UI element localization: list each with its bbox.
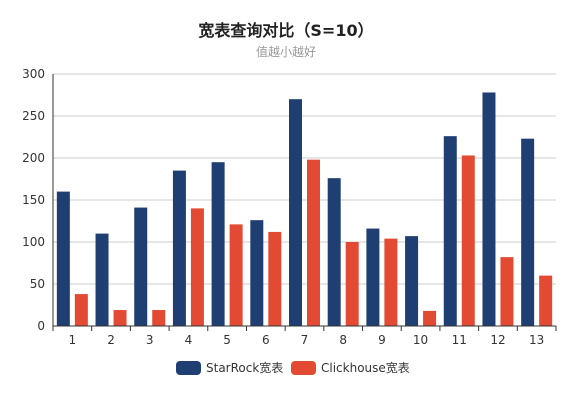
bar-starrock[interactable] — [366, 228, 380, 326]
x-tick-label: 10 — [413, 333, 428, 347]
x-tick-label: 6 — [262, 333, 270, 347]
legend-label: StarRock宽表 — [206, 360, 283, 375]
x-tick-label: 7 — [301, 333, 309, 347]
x-tick-label: 12 — [490, 333, 505, 347]
legend[interactable]: StarRock宽表 Clickhouse宽表 — [176, 360, 410, 375]
bar-clickhouse[interactable] — [268, 231, 282, 326]
x-tick-label: 3 — [146, 333, 154, 347]
bar-starrock[interactable] — [250, 220, 264, 326]
bar-starrock[interactable] — [289, 99, 302, 326]
chart-title: 宽表查询对比（S=10） — [198, 21, 373, 40]
bar-clickhouse[interactable] — [190, 208, 204, 326]
bar-clickhouse[interactable] — [229, 224, 243, 326]
bar-starrock[interactable] — [405, 236, 419, 326]
bar-starrock[interactable] — [134, 207, 148, 326]
bar-starrock[interactable] — [211, 162, 225, 326]
legend-swatch — [176, 361, 201, 375]
bars-group — [56, 92, 553, 326]
x-tick-label: 4 — [185, 333, 193, 347]
x-tick-label: 2 — [107, 333, 115, 347]
legend-swatch — [291, 361, 316, 375]
bar-starrock[interactable] — [56, 191, 70, 326]
y-tick-label: 250 — [22, 109, 45, 123]
bar-clickhouse[interactable] — [345, 242, 359, 326]
bar-clickhouse[interactable] — [539, 275, 553, 326]
x-tick-label: 1 — [69, 333, 77, 347]
grid-lines — [53, 73, 556, 285]
y-tick-label: 0 — [37, 319, 45, 333]
bar-starrock[interactable] — [443, 136, 457, 326]
bar-clickhouse[interactable] — [423, 310, 437, 326]
bar-starrock[interactable] — [521, 138, 535, 326]
bar-clickhouse[interactable] — [74, 294, 88, 326]
x-tick-label: 13 — [529, 333, 544, 347]
bar-clickhouse[interactable] — [113, 310, 127, 326]
bar-clickhouse[interactable] — [500, 257, 514, 326]
y-tick-label: 100 — [22, 235, 45, 249]
bar-clickhouse[interactable] — [384, 238, 398, 326]
x-tick-label: 9 — [378, 333, 386, 347]
legend-label: Clickhouse宽表 — [321, 360, 410, 375]
bar-starrock[interactable] — [327, 178, 341, 326]
bar-starrock[interactable] — [172, 170, 186, 326]
y-tick-label: 200 — [22, 151, 45, 165]
y-tick-label: 50 — [30, 277, 45, 291]
legend-item[interactable]: StarRock宽表 — [176, 360, 283, 375]
x-tick-label: 5 — [223, 333, 231, 347]
bar-clickhouse[interactable] — [461, 155, 475, 326]
chart-subtitle: 值越小越好 — [256, 44, 316, 59]
y-tick-label: 150 — [22, 193, 45, 207]
y-tick-label: 300 — [22, 67, 45, 81]
legend-item[interactable]: Clickhouse宽表 — [291, 360, 410, 375]
x-tick-label: 11 — [452, 333, 467, 347]
bar-clickhouse[interactable] — [307, 159, 320, 326]
bar-starrock[interactable] — [95, 233, 109, 326]
bar-clickhouse[interactable] — [152, 310, 166, 326]
x-tick-label: 8 — [339, 333, 347, 347]
bar-starrock[interactable] — [482, 92, 496, 326]
